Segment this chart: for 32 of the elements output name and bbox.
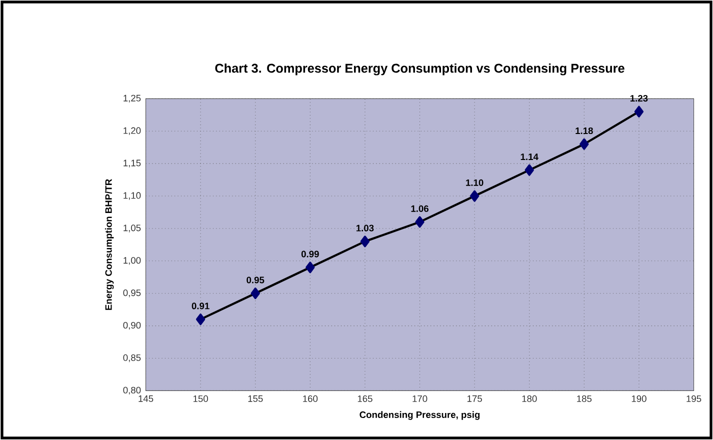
data-label: 0.99 <box>301 250 319 258</box>
y-tick-label: 1,10 <box>124 192 141 200</box>
x-tick-label: 185 <box>577 395 592 402</box>
x-tick-label: 165 <box>358 395 372 402</box>
x-tick-label: 170 <box>412 395 428 402</box>
x-tick-label: 145 <box>138 395 154 402</box>
y-tick-label: 1,25 <box>124 94 141 103</box>
y-tick-label: 0,85 <box>123 354 141 362</box>
x-axis-title: Condensing Pressure, psig <box>360 411 480 420</box>
y-tick-label: 1,05 <box>124 224 141 232</box>
x-tick-label: 160 <box>303 395 318 402</box>
y-tick-label: 1,20 <box>124 127 141 135</box>
y-tick-label: 0,90 <box>123 322 141 330</box>
chart-title: Chart 3. Compressor Energy Consumption vs Condensing Pressure <box>215 63 624 76</box>
data-label: 1.03 <box>356 224 374 232</box>
data-label: 1.18 <box>576 127 593 134</box>
y-tick-label: 0,95 <box>123 290 141 298</box>
x-tick-label: 190 <box>632 395 646 402</box>
data-label: 0.95 <box>246 276 264 284</box>
y-tick-label: 1,00 <box>124 257 141 265</box>
x-tick-label: 150 <box>193 395 208 402</box>
data-label: 1.14 <box>520 154 538 160</box>
data-label: 0.91 <box>192 302 210 310</box>
x-tick-label: 175 <box>467 395 482 402</box>
data-label: 1.10 <box>466 179 484 186</box>
x-tick-label: 155 <box>248 395 263 402</box>
y-axis-title: Energy Consumption BHP/TR <box>105 179 114 310</box>
x-tick-label: 180 <box>522 395 537 402</box>
y-tick-label: 1,15 <box>124 160 141 168</box>
y-tick-label: 0,80 <box>123 386 141 395</box>
data-label: 1.06 <box>411 205 429 212</box>
x-tick-label: 195 <box>686 395 702 402</box>
